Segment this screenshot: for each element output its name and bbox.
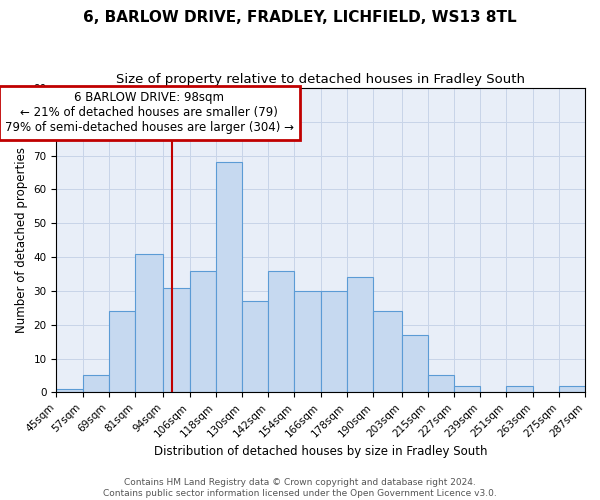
Text: Contains HM Land Registry data © Crown copyright and database right 2024.
Contai: Contains HM Land Registry data © Crown c… <box>103 478 497 498</box>
Bar <box>242 301 268 392</box>
Bar <box>216 162 242 392</box>
Bar <box>56 389 83 392</box>
Bar <box>109 311 135 392</box>
X-axis label: Distribution of detached houses by size in Fradley South: Distribution of detached houses by size … <box>154 444 487 458</box>
Bar <box>347 278 373 392</box>
Title: Size of property relative to detached houses in Fradley South: Size of property relative to detached ho… <box>116 72 525 86</box>
Y-axis label: Number of detached properties: Number of detached properties <box>15 147 28 333</box>
Bar <box>401 335 428 392</box>
Text: 6, BARLOW DRIVE, FRADLEY, LICHFIELD, WS13 8TL: 6, BARLOW DRIVE, FRADLEY, LICHFIELD, WS1… <box>83 10 517 25</box>
Bar <box>454 386 480 392</box>
Bar <box>295 291 321 392</box>
Bar <box>428 376 454 392</box>
Text: 6 BARLOW DRIVE: 98sqm
← 21% of detached houses are smaller (79)
79% of semi-deta: 6 BARLOW DRIVE: 98sqm ← 21% of detached … <box>5 92 294 134</box>
Bar <box>190 270 216 392</box>
Bar <box>506 386 533 392</box>
Bar <box>135 254 163 392</box>
Bar <box>559 386 585 392</box>
Bar <box>163 288 190 393</box>
Bar <box>373 311 401 392</box>
Bar <box>83 376 109 392</box>
Bar <box>268 270 295 392</box>
Bar <box>321 291 347 392</box>
